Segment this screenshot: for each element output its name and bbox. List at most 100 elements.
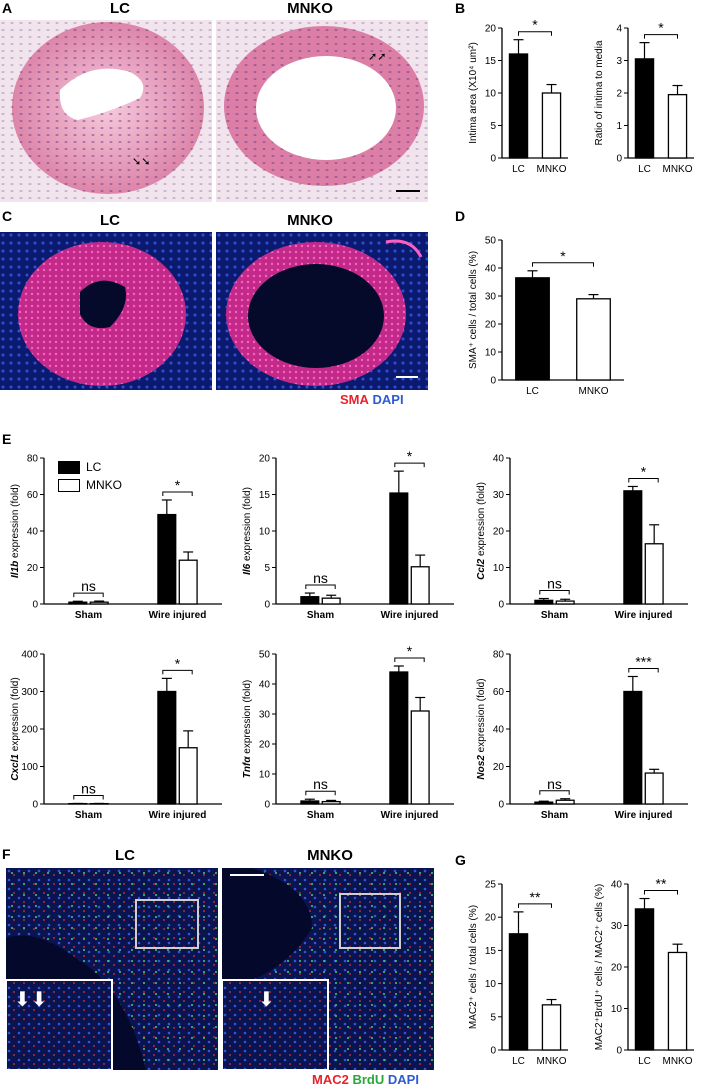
y-tick-label: 30 — [611, 921, 623, 932]
significance-label: ns — [81, 780, 96, 796]
significance-bracket — [518, 903, 552, 908]
panel-f-lc-title: LC — [115, 847, 135, 864]
y-tick-label: 5 — [490, 1012, 496, 1023]
y-tick-label: 20 — [259, 454, 271, 465]
x-tick-label: LC — [512, 1056, 525, 1067]
x-tick-label: MNKO — [537, 164, 567, 175]
significance-label: ns — [313, 776, 328, 792]
significance-label: * — [407, 450, 413, 464]
bar-lc — [634, 908, 655, 1051]
y-tick-label: 25 — [485, 880, 497, 891]
significance-bracket — [628, 477, 659, 483]
bar-mnko-sham — [89, 601, 109, 605]
significance-label: * — [175, 477, 181, 493]
y-axis-label: Tnfα expression (fold) — [242, 680, 253, 778]
y-tick-label: 40 — [485, 264, 497, 275]
y-tick-label: 40 — [27, 527, 39, 538]
x-tick-label: MNKO — [579, 386, 609, 397]
legend-swatch-mnko — [58, 479, 80, 493]
legend-label-mnko: MNKO — [86, 478, 122, 492]
bar-mnko — [541, 92, 562, 159]
y-tick-label: 0 — [616, 1046, 622, 1057]
x-tick-label: LC — [638, 164, 651, 175]
chart-e-il1b: 0 20 40 60 80 Il1b expression (fold) Sham ns Wir… — [10, 454, 222, 621]
bar-mnko-wire-injured — [410, 566, 430, 605]
he-micrograph-mnko: ➚➚ — [216, 20, 428, 202]
y-tick-label: 4 — [616, 24, 622, 35]
chart-g1: 0 5 10 15 20 25 MAC2⁺ cells / total cells (%) L… — [468, 880, 568, 1067]
y-tick-label: 400 — [21, 650, 38, 661]
significance-bracket — [539, 790, 570, 795]
x-tick-label: Wire injured — [149, 810, 207, 821]
y-tick-label: 0 — [32, 600, 38, 611]
legend-item-lc: LC — [58, 458, 122, 476]
bar-mnko-sham — [321, 597, 341, 605]
y-axis-label: Ccl2 expression (fold) — [476, 482, 487, 580]
y-tick-label: 10 — [485, 89, 497, 100]
y-tick-label: 10 — [259, 770, 271, 781]
bar-mnko-sham — [321, 800, 341, 805]
x-tick-label: Wire injured — [149, 610, 207, 621]
y-tick-label: 15 — [485, 946, 497, 957]
y-tick-label: 1 — [616, 121, 622, 132]
significance-bracket — [628, 668, 659, 673]
chart-e-nos2: 0 20 40 60 80 Nos2 expression (fold) Sham ns Wir… — [476, 650, 688, 821]
x-tick-label: Wire injured — [381, 810, 439, 821]
bar-mnko-sham — [555, 600, 575, 605]
panel-label-f: F — [2, 846, 11, 862]
bar-mnko — [541, 1004, 562, 1051]
y-tick-label: 80 — [493, 650, 505, 661]
significance-bracket — [539, 590, 570, 595]
x-tick-label: Sham — [75, 810, 102, 821]
y-axis-label: MAC2⁺ cells / total cells (%) — [468, 905, 479, 1029]
y-axis-label: MAC2⁺BrdU⁺ cells / MAC2⁺ cells (%) — [594, 884, 605, 1050]
bar-lc-wire-injured — [389, 492, 409, 605]
dapi-stain-label-f: DAPI — [387, 1072, 419, 1087]
y-tick-label: 10 — [259, 527, 271, 538]
y-tick-label: 20 — [611, 963, 623, 974]
bar-lc — [508, 933, 529, 1051]
significance-label: ns — [81, 578, 96, 594]
bar-mnko-sham — [555, 799, 575, 805]
sma-micrograph-mnko — [216, 232, 428, 390]
mac2-stain-label: MAC2 — [312, 1072, 349, 1087]
chart-b2: 0 1 2 3 4 Ratio of intima to media LC MNKO * — [594, 20, 694, 175]
bar-lc-sham — [534, 801, 554, 805]
chart-e-cxcl1: 0 100 200 300 400 Cxcl1 expression (fold) Sham… — [10, 650, 222, 821]
significance-bracket — [73, 592, 104, 598]
significance-label: ns — [547, 776, 562, 792]
significance-bracket — [532, 262, 594, 267]
he-micrograph-lc: ➘➘ — [0, 20, 212, 202]
significance-bracket — [644, 34, 678, 39]
panel-label-g: G — [455, 852, 466, 868]
significance-label: * — [407, 646, 413, 659]
bar-lc-sham — [534, 599, 554, 605]
significance-bracket — [162, 669, 193, 675]
y-tick-label: 40 — [611, 880, 623, 891]
significance-label: * — [532, 17, 538, 33]
x-tick-label: MNKO — [537, 1056, 567, 1067]
x-tick-label: LC — [638, 1056, 651, 1067]
y-tick-label: 20 — [485, 913, 497, 924]
y-axis-label: Ratio of intima to media — [594, 40, 605, 145]
x-tick-label: MNKO — [663, 1056, 693, 1067]
x-tick-label: Sham — [307, 810, 334, 821]
y-tick-label: 2 — [616, 89, 622, 100]
bar-mnko — [576, 298, 611, 381]
panel-e-legend: LC MNKO — [58, 458, 122, 494]
mac2-micrograph-lc: ⬇⬇ — [6, 868, 218, 1070]
significance-label: ** — [656, 876, 667, 892]
panel-c-mnko-title: MNKO — [287, 212, 333, 229]
y-tick-label: 0 — [264, 800, 270, 811]
bar-lc-wire-injured — [157, 513, 177, 605]
panel-label-a: A — [2, 0, 13, 16]
significance-bracket — [394, 657, 425, 662]
x-tick-label: LC — [512, 164, 525, 175]
y-tick-label: 0 — [616, 154, 622, 165]
x-tick-label: Sham — [541, 610, 568, 621]
x-tick-label: Wire injured — [381, 610, 439, 621]
y-tick-label: 30 — [259, 710, 271, 721]
sma-micrograph-lc — [0, 232, 212, 390]
bar-lc-wire-injured — [157, 690, 177, 805]
panel-c-lc-title: LC — [100, 212, 120, 229]
